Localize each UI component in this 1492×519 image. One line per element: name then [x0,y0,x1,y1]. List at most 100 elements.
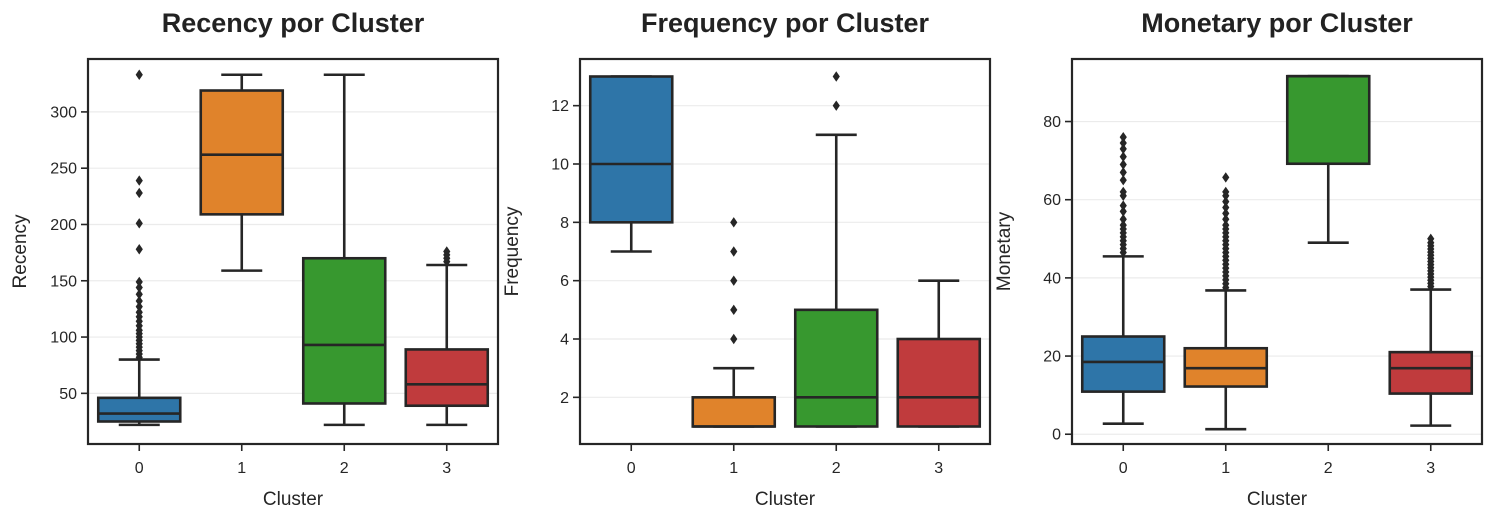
recency-x-tick-label: 0 [135,460,144,477]
monetary-y-tick-label: 40 [1043,270,1061,287]
frequency-y-tick-label: 6 [560,273,569,290]
outlier-point [135,218,143,229]
recency-panel: 50 100 150 200 250 300 0 1 2 3 Recency por Clust… [10,8,500,510]
outlier-point [832,71,840,82]
outlier-point [135,175,143,186]
outlier-point [1222,208,1230,219]
frequency-y-tick-label: 8 [560,215,569,232]
iqr-box [793,308,879,428]
outlier-point [1119,214,1127,225]
iqr-box [1388,350,1474,395]
recency-axes-frame [86,57,500,446]
recency-y-tick-label: 150 [50,273,77,290]
recency-box-cluster-3 [404,246,490,427]
outlier-point [135,289,143,300]
outlier-point [443,246,451,257]
outlier-point [1119,167,1127,178]
outlier-point [135,187,143,199]
outlier-point [1222,214,1230,225]
recency-y-tick-label: 100 [50,330,77,347]
monetary-axes-frame [1070,57,1484,446]
recency-y-tick-label: 50 [59,386,77,403]
outlier-point [1427,233,1435,244]
outlier-point [1119,159,1127,170]
outlier-point [1222,202,1230,213]
outlier-point [1119,206,1127,217]
recency-x-ticks: 0 1 2 3 [135,444,451,477]
frequency-x-tick-label: 2 [832,460,841,477]
monetary-x-ticks: 0 1 2 3 [1119,444,1435,477]
iqr-box [691,396,777,428]
recency-box-cluster-2 [301,73,387,427]
monetary-x-tick-label: 2 [1324,460,1333,477]
outlier-point [135,307,143,318]
outlier-point [1119,137,1127,149]
recency-x-tick-label: 3 [442,460,451,477]
recency-y-tick-label: 300 [50,104,77,121]
recency-box-cluster-0 [96,69,182,427]
monetary-chart-title: Monetary por Cluster [1141,8,1413,38]
outlier-point [135,282,143,293]
recency-y-tick-label: 250 [50,161,77,178]
outlier-point [135,244,143,255]
frequency-y-axis-label: Frequency [502,206,523,296]
recency-y-axis-label: Recency [10,214,31,288]
recency-x-tick-label: 2 [340,460,349,477]
recency-y-ticks: 50 100 150 200 250 300 [50,104,88,403]
monetary-y-tick-label: 0 [1052,427,1061,444]
monetary-y-tick-label: 80 [1043,114,1061,131]
frequency-x-tick-label: 3 [934,460,943,477]
monetary-x-axis-label: Cluster [1247,489,1308,510]
outlier-point [1119,186,1127,198]
monetary-box-cluster-1 [1183,172,1269,431]
recency-y-tick-label: 200 [50,217,77,234]
monetary-box-cluster-0 [1080,131,1166,425]
recency-boxes [96,69,490,427]
frequency-box-cluster-2 [793,71,879,428]
iqr-box [1080,335,1166,393]
outlier-point [1222,186,1230,198]
monetary-panel: 0 20 40 60 80 0 1 2 3 Monetary por Cluster Clus… [994,8,1484,510]
iqr-box [588,75,674,224]
frequency-y-ticks: 2 4 6 8 10 12 [551,98,580,407]
monetary-box-cluster-3 [1388,233,1474,427]
iqr-box [1285,74,1371,166]
outlier-point [1119,219,1127,231]
monetary-y-ticks: 0 20 40 60 80 [1043,114,1072,444]
outlier-point [135,295,143,307]
frequency-y-tick-label: 2 [560,390,569,407]
iqr-box [96,396,182,423]
monetary-x-tick-label: 1 [1221,460,1230,477]
outlier-point [1119,200,1127,211]
frequency-x-tick-label: 0 [627,460,636,477]
iqr-box [404,348,490,408]
frequency-x-tick-label: 1 [729,460,738,477]
outlier-point [1222,196,1230,207]
frequency-box-cluster-0 [588,75,674,253]
recency-chart-title: Recency por Cluster [162,8,425,38]
frequency-boxes [588,71,982,428]
outlier-point [1119,174,1127,186]
monetary-y-axis-label: Monetary [994,211,1015,291]
outlier-point [135,301,143,312]
outlier-point [730,275,738,286]
iqr-box [301,256,387,405]
outlier-point [135,69,143,80]
frequency-chart-title: Frequency por Cluster [641,8,930,38]
frequency-y-tick-label: 10 [551,157,569,174]
iqr-box [199,89,285,216]
outlier-point [135,276,143,288]
frequency-x-axis-label: Cluster [755,489,816,510]
monetary-y-tick-label: 60 [1043,192,1061,209]
outlier-point [1119,151,1127,162]
outlier-point [730,333,738,345]
recency-x-axis-label: Cluster [263,489,324,510]
recency-box-cluster-1 [199,73,285,272]
outlier-point [1222,219,1230,231]
outlier-point [1119,143,1127,155]
recency-x-tick-label: 1 [237,460,246,477]
monetary-boxes [1080,74,1474,431]
monetary-y-tick-label: 20 [1043,349,1061,366]
